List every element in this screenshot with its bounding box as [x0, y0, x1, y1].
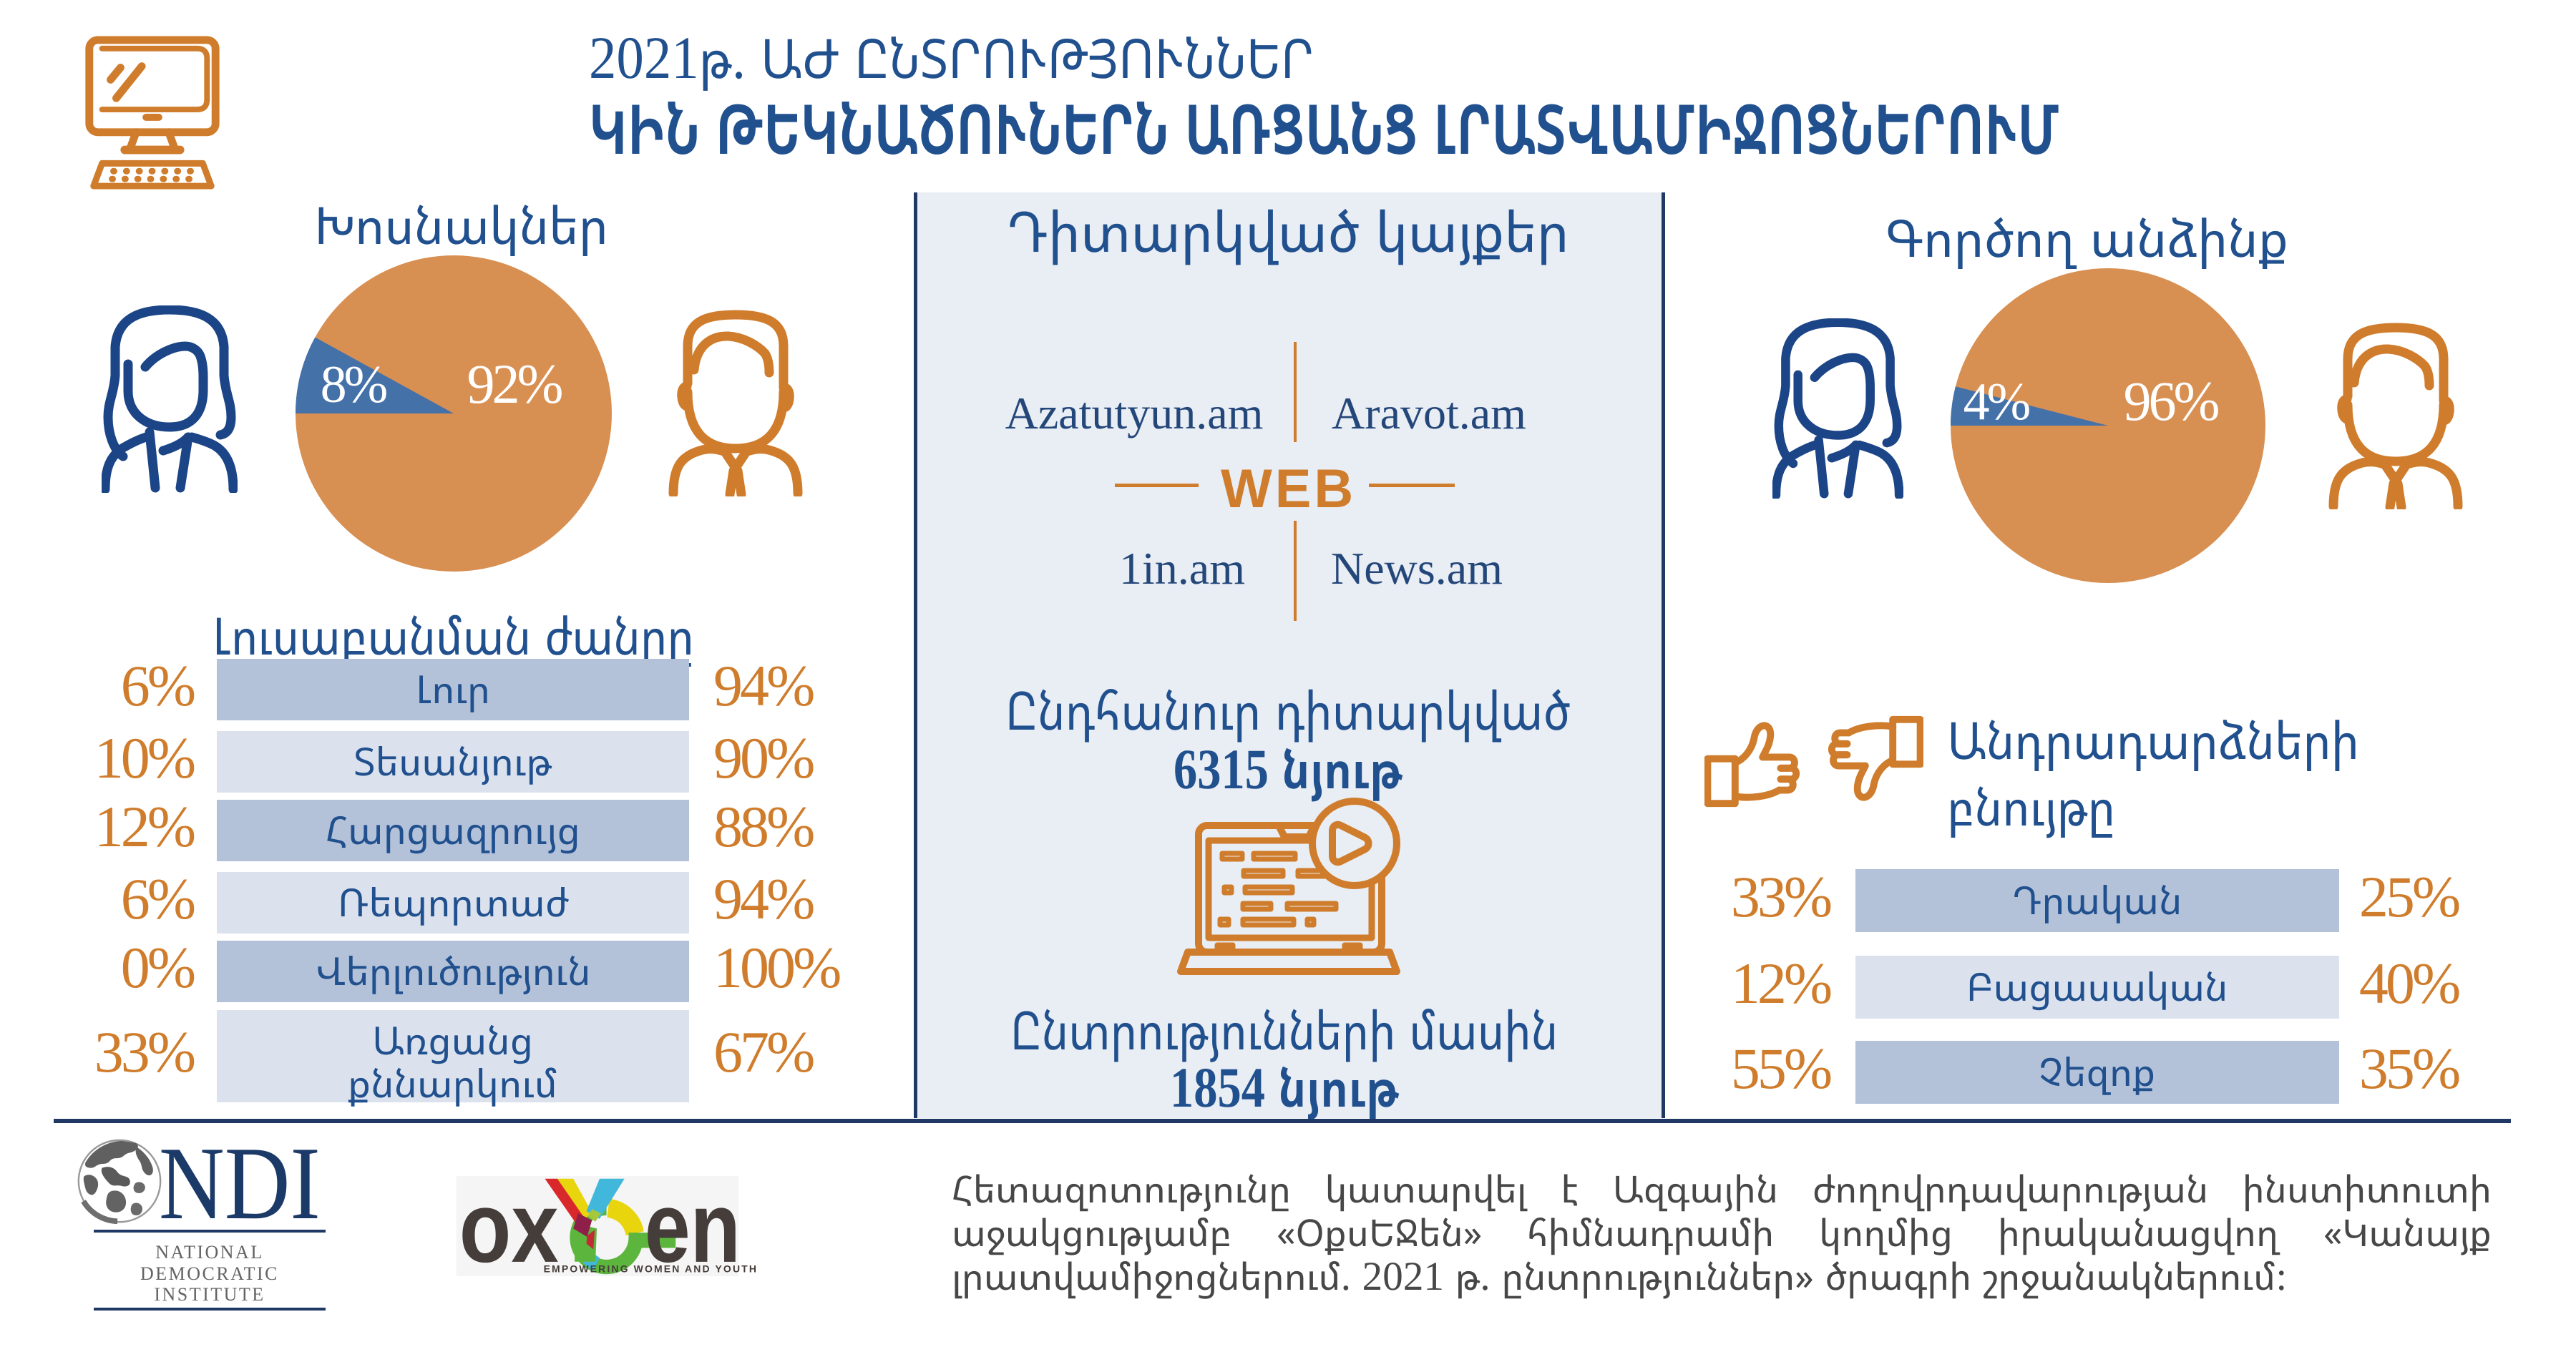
- svg-text:ox: ox: [459, 1171, 559, 1283]
- svg-text:EMPOWERING WOMEN AND YOUTH: EMPOWERING WOMEN AND YOUTH: [544, 1263, 758, 1274]
- svg-text:en: en: [645, 1172, 741, 1283]
